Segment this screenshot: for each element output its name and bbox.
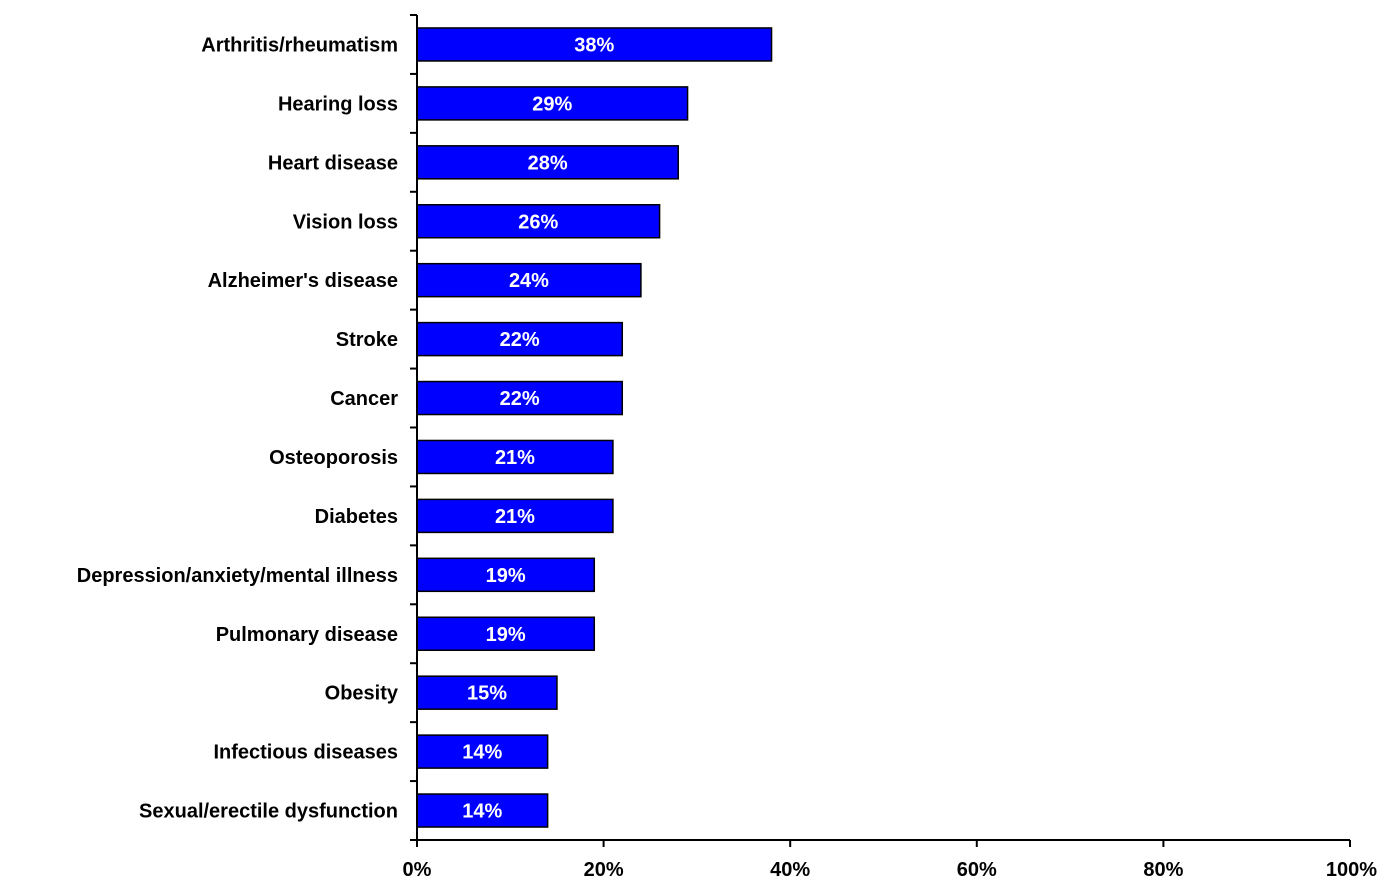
data-label-13: 14% xyxy=(462,801,502,823)
category-label-8: Diabetes xyxy=(315,506,398,528)
data-label-9: 19% xyxy=(486,565,526,587)
category-label-12: Infectious diseases xyxy=(213,742,398,764)
data-label-4: 24% xyxy=(509,270,549,292)
bar-3 xyxy=(416,204,661,239)
x-tick-label-0: 0% xyxy=(403,859,432,881)
category-label-9: Depression/anxiety/mental illness xyxy=(77,565,398,587)
category-label-0: Arthritis/rheumatism xyxy=(201,34,398,56)
bar-10 xyxy=(416,616,596,651)
bar-2 xyxy=(416,145,679,180)
x-tick-label-2: 40% xyxy=(770,859,810,881)
data-label-8: 21% xyxy=(495,506,535,528)
axes-layer xyxy=(410,14,1351,847)
bar-13 xyxy=(416,793,549,828)
x-tick-label-3: 60% xyxy=(957,859,997,881)
category-label-6: Cancer xyxy=(330,388,398,410)
data-label-3: 26% xyxy=(518,211,558,233)
bar-1 xyxy=(416,86,689,121)
labels-layer: 38% Arthritis/rheumatism 29% Hearing loss 28… xyxy=(77,34,1377,881)
bar-12 xyxy=(416,734,549,769)
category-label-1: Hearing loss xyxy=(278,93,398,115)
data-label-12: 14% xyxy=(462,742,502,764)
data-label-10: 19% xyxy=(486,624,526,646)
category-label-7: Osteoporosis xyxy=(269,447,398,469)
bars-layer xyxy=(416,27,773,828)
bar-11 xyxy=(416,675,558,710)
category-label-13: Sexual/erectile dysfunction xyxy=(139,801,398,823)
x-tick-label-1: 20% xyxy=(584,859,624,881)
data-label-0: 38% xyxy=(574,34,614,56)
data-label-5: 22% xyxy=(500,329,540,351)
x-tick-label-5: 100% xyxy=(1326,859,1377,881)
bar-9 xyxy=(416,557,596,593)
x-tick-label-4: 80% xyxy=(1143,859,1183,881)
data-label-1: 29% xyxy=(532,93,572,115)
data-label-2: 28% xyxy=(528,152,568,174)
data-label-6: 22% xyxy=(500,388,540,410)
category-label-5: Stroke xyxy=(336,329,398,351)
category-label-4: Alzheimer's disease xyxy=(208,270,398,292)
bar-4 xyxy=(416,262,642,298)
category-label-3: Vision loss xyxy=(293,211,398,233)
data-label-11: 15% xyxy=(467,683,507,705)
category-label-10: Pulmonary disease xyxy=(216,624,398,646)
bar-6 xyxy=(416,380,624,416)
data-label-7: 21% xyxy=(495,447,535,469)
category-label-11: Obesity xyxy=(325,683,399,705)
category-label-2: Heart disease xyxy=(268,152,398,174)
